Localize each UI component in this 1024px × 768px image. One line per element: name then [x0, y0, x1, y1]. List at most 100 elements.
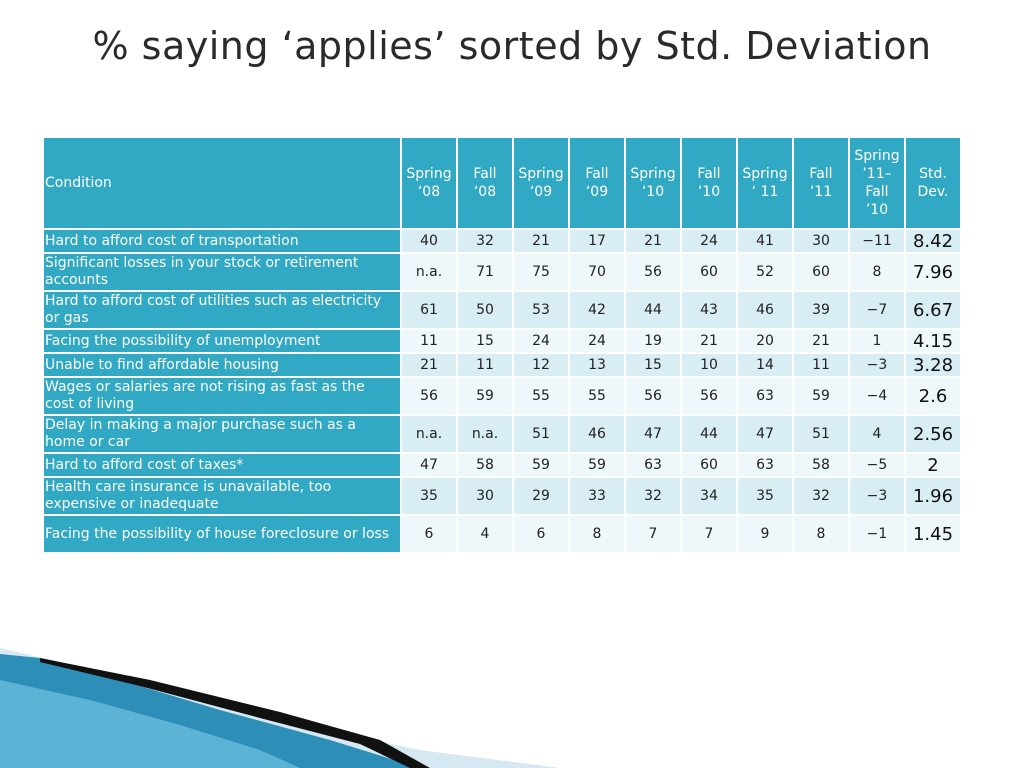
header-text: Fall	[473, 166, 497, 182]
swoosh-mid-band	[0, 680, 300, 768]
table-row: Facing the possibility of unemployment 1…	[44, 330, 960, 352]
value-cell: 11	[402, 330, 456, 352]
value-cell: 59	[794, 378, 848, 414]
value-cell: 32	[458, 230, 512, 252]
table-row: Hard to afford cost of transportation 40…	[44, 230, 960, 252]
header-text: ’10	[865, 202, 889, 218]
value-cell: 32	[794, 478, 848, 514]
header-text: Dev.	[917, 184, 949, 200]
header-text: ‘10	[641, 184, 665, 200]
value-cell: 44	[682, 416, 736, 452]
condition-cell: Significant losses in your stock or reti…	[44, 254, 400, 290]
std-dev-cell: 1.96	[906, 478, 960, 514]
value-cell: 58	[458, 454, 512, 476]
value-cell: 51	[794, 416, 848, 452]
header-text: ‘10	[697, 184, 721, 200]
value-cell: 56	[626, 254, 680, 290]
std-dev-cell: 3.28	[906, 354, 960, 376]
spring-09-header: Spring ‘09	[514, 138, 568, 228]
table-row: Wages or salaries are not rising as fast…	[44, 378, 960, 414]
data-table: Condition Spring ‘08 Fall ‘08 Spring ‘09 Fa…	[42, 136, 962, 554]
decorative-swoosh	[0, 648, 560, 768]
value-cell: 60	[794, 254, 848, 290]
value-cell: 12	[514, 354, 568, 376]
header-text: ’11–	[862, 166, 892, 182]
header-text: Fall	[585, 166, 609, 182]
condition-cell: Facing the possibility of house foreclos…	[44, 516, 400, 552]
value-cell: −3	[850, 478, 904, 514]
value-cell: 8	[794, 516, 848, 552]
value-cell: −11	[850, 230, 904, 252]
fall-11-header: Fall ‘11	[794, 138, 848, 228]
value-cell: 47	[738, 416, 792, 452]
header-text: ‘08	[417, 184, 441, 200]
fall-08-header: Fall ‘08	[458, 138, 512, 228]
change-header: Spring ’11– Fall ’10	[850, 138, 904, 228]
value-cell: 7	[626, 516, 680, 552]
header-text: Fall	[865, 184, 889, 200]
value-cell: 21	[402, 354, 456, 376]
value-cell: 56	[402, 378, 456, 414]
std-dev-cell: 1.45	[906, 516, 960, 552]
value-cell: 30	[794, 230, 848, 252]
value-cell: −5	[850, 454, 904, 476]
value-cell: 61	[402, 292, 456, 328]
condition-cell: Unable to find affordable housing	[44, 354, 400, 376]
table-row: Hard to afford cost of utilities such as…	[44, 292, 960, 328]
table-row: Unable to find affordable housing 21 11 …	[44, 354, 960, 376]
value-cell: −3	[850, 354, 904, 376]
header-text: ‘ 11	[751, 184, 779, 200]
value-cell: 63	[738, 378, 792, 414]
value-cell: 41	[738, 230, 792, 252]
value-cell: 21	[514, 230, 568, 252]
value-cell: 56	[626, 378, 680, 414]
std-dev-header: Std. Dev.	[906, 138, 960, 228]
value-cell: 20	[738, 330, 792, 352]
value-cell: 24	[570, 330, 624, 352]
value-cell: 53	[514, 292, 568, 328]
condition-cell: Hard to afford cost of utilities such as…	[44, 292, 400, 328]
value-cell: 21	[626, 230, 680, 252]
value-cell: n.a.	[458, 416, 512, 452]
value-cell: 70	[570, 254, 624, 290]
value-cell: 63	[738, 454, 792, 476]
value-cell: 29	[514, 478, 568, 514]
value-cell: 11	[794, 354, 848, 376]
condition-cell: Wages or salaries are not rising as fast…	[44, 378, 400, 414]
value-cell: 46	[570, 416, 624, 452]
value-cell: 39	[794, 292, 848, 328]
value-cell: 7	[682, 516, 736, 552]
header-text: ‘09	[585, 184, 609, 200]
value-cell: 32	[626, 478, 680, 514]
value-cell: 47	[402, 454, 456, 476]
header-text: Std.	[919, 166, 947, 182]
std-dev-cell: 2.56	[906, 416, 960, 452]
swoosh-dark-line	[40, 658, 430, 768]
value-cell: 1	[850, 330, 904, 352]
value-cell: 56	[682, 378, 736, 414]
value-cell: 14	[738, 354, 792, 376]
table-row: Delay in making a major purchase such as…	[44, 416, 960, 452]
header-text: Spring	[742, 166, 788, 182]
value-cell: 19	[626, 330, 680, 352]
value-cell: 51	[514, 416, 568, 452]
value-cell: 55	[570, 378, 624, 414]
std-dev-cell: 2	[906, 454, 960, 476]
spring-08-header: Spring ‘08	[402, 138, 456, 228]
value-cell: 63	[626, 454, 680, 476]
condition-cell: Hard to afford cost of taxes*	[44, 454, 400, 476]
std-dev-cell: 4.15	[906, 330, 960, 352]
header-text: Fall	[697, 166, 721, 182]
value-cell: 47	[626, 416, 680, 452]
value-cell: −7	[850, 292, 904, 328]
value-cell: 59	[458, 378, 512, 414]
header-text: Spring	[630, 166, 676, 182]
condition-cell: Delay in making a major purchase such as…	[44, 416, 400, 452]
value-cell: 17	[570, 230, 624, 252]
value-cell: n.a.	[402, 254, 456, 290]
value-cell: 75	[514, 254, 568, 290]
value-cell: 6	[402, 516, 456, 552]
condition-header: Condition	[44, 138, 400, 228]
value-cell: 21	[682, 330, 736, 352]
std-dev-cell: 6.67	[906, 292, 960, 328]
